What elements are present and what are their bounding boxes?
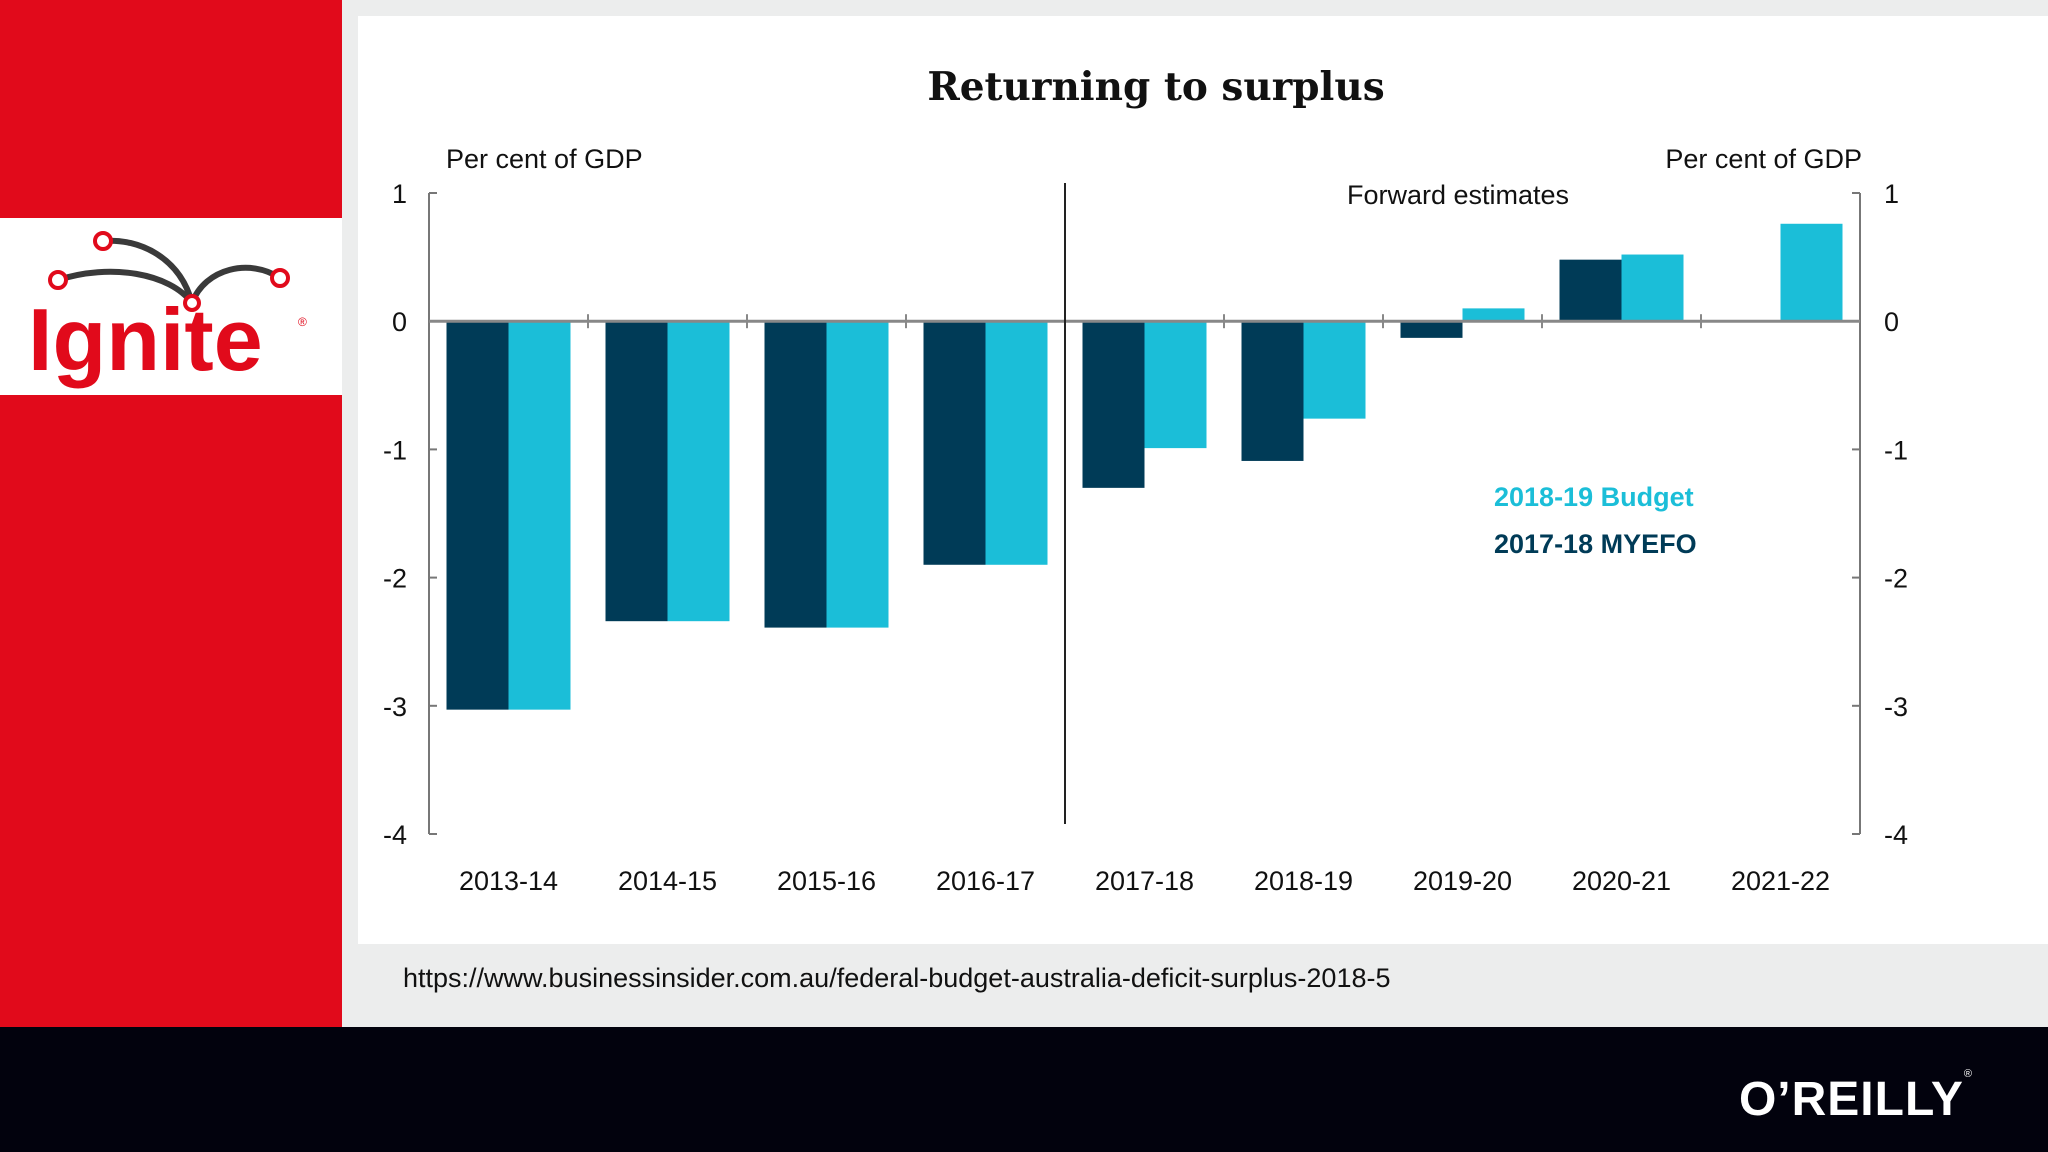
bar-myefo-2018-19: [1241, 321, 1304, 461]
x-tick-label: 2021-22: [1731, 866, 1830, 896]
ignite-logo: Ignite ®: [0, 218, 342, 395]
footer-bar: [0, 1027, 2048, 1152]
y-tick-label-right: -1: [1884, 435, 1908, 465]
x-tick-label: 2013-14: [459, 866, 558, 896]
bar-budget-2018-19: [1303, 321, 1366, 419]
bar-myefo-2016-17: [923, 321, 986, 565]
x-tick-label: 2017-18: [1095, 866, 1194, 896]
bar-budget-2019-20: [1462, 308, 1525, 322]
budget-chart: Returning to surplus Per cent of GDP Per…: [383, 64, 1908, 896]
bar-budget-2021-22: [1780, 223, 1843, 322]
brand-sidebar: [0, 0, 342, 1027]
y-tick-label-left: 1: [392, 179, 407, 209]
x-tick-label: 2015-16: [777, 866, 876, 896]
y-tick-label-left: -2: [383, 564, 407, 594]
y-tick-label-left: -4: [383, 820, 407, 850]
bar-budget-2013-14: [508, 321, 571, 710]
bar-budget-2016-17: [985, 321, 1048, 565]
y-tick-label-left: -3: [383, 692, 407, 722]
bar-budget-2020-21: [1621, 254, 1684, 322]
y-tick-label-right: 0: [1884, 307, 1899, 337]
source-url[interactable]: https://www.businessinsider.com.au/feder…: [403, 963, 1391, 993]
chart-title: Returning to surplus: [927, 64, 1384, 110]
bar-myefo-2020-21: [1559, 259, 1622, 322]
x-tick-label: 2018-19: [1254, 866, 1353, 896]
forward-estimates-label: Forward estimates: [1347, 180, 1569, 210]
x-tick-label: 2020-21: [1572, 866, 1671, 896]
svg-text:Ignite: Ignite: [28, 290, 263, 389]
y-tick-label-right: -4: [1884, 820, 1908, 850]
bar-myefo-2014-15: [605, 321, 668, 622]
bar-budget-2015-16: [826, 321, 889, 628]
bar-myefo-2017-18: [1082, 321, 1145, 488]
y-tick-label-left: 0: [392, 307, 407, 337]
bar-budget-2017-18: [1144, 321, 1207, 449]
legend-budget: 2018-19 Budget: [1494, 482, 1694, 512]
chart-panel: Returning to surplus Per cent of GDP Per…: [358, 16, 2048, 944]
bar-myefo-2019-20: [1400, 321, 1463, 338]
y-tick-label-left: -1: [383, 435, 407, 465]
y-axis-label-right: Per cent of GDP: [1665, 144, 1862, 174]
legend-myefo: 2017-18 MYEFO: [1494, 529, 1697, 559]
x-tick-label: 2014-15: [618, 866, 717, 896]
bar-myefo-2015-16: [764, 321, 827, 628]
x-tick-label: 2019-20: [1413, 866, 1512, 896]
y-tick-label-right: -3: [1884, 692, 1908, 722]
y-tick-label-right: 1: [1884, 179, 1899, 209]
x-tick-label: 2016-17: [936, 866, 1035, 896]
bar-myefo-2013-14: [446, 321, 509, 710]
svg-text:®: ®: [298, 315, 307, 329]
y-tick-label-right: -2: [1884, 564, 1908, 594]
bar-budget-2014-15: [667, 321, 730, 622]
oreilly-logo: O’REILLY®: [1738, 1068, 1973, 1126]
y-axis-label-left: Per cent of GDP: [446, 144, 643, 174]
